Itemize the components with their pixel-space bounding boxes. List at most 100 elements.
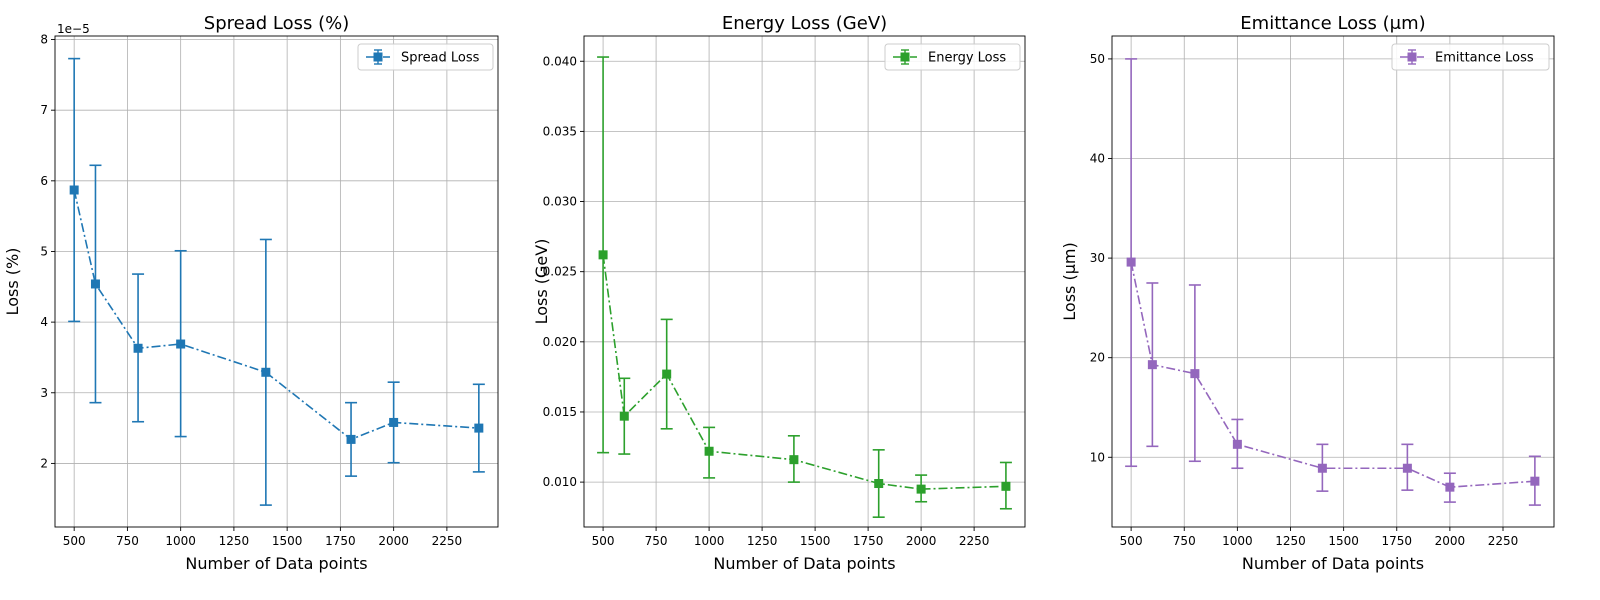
axes-frame xyxy=(583,35,1026,528)
legend: Emittance Loss xyxy=(1391,43,1550,71)
x-tick-label: 500 xyxy=(63,534,86,548)
axes-frame xyxy=(1111,35,1555,528)
chart-title: Emittance Loss (μm) xyxy=(1240,13,1425,34)
series-line xyxy=(73,189,479,441)
y-tick-label: 0.025 xyxy=(543,265,577,279)
axes-frame xyxy=(54,35,499,528)
x-tick-label: 1250 xyxy=(219,534,250,548)
legend-box xyxy=(357,43,494,71)
x-tick-label: 2250 xyxy=(959,534,990,548)
legend-label: Spread Loss xyxy=(401,51,480,66)
data-point xyxy=(1232,439,1242,449)
x-tick-label: 2000 xyxy=(906,534,937,548)
data-point xyxy=(662,369,672,379)
y-tick-label: 2 xyxy=(40,456,48,470)
chart-1: 500 750 1000 1250 1500 1750 2000 2250 2 3 4 5 6 7 8 1e−… xyxy=(3,13,499,573)
chart-title: Energy Loss (GeV) xyxy=(722,13,887,34)
y-axis-label: Loss (μm) xyxy=(1060,242,1079,320)
data-point xyxy=(1530,476,1540,486)
y-tick-label: 10 xyxy=(1090,450,1105,464)
legend-label: Energy Loss xyxy=(928,51,1006,66)
x-axis-label: Number of Data points xyxy=(185,554,367,573)
y-tick-label: 4 xyxy=(40,315,48,329)
y-tick-label: 3 xyxy=(40,386,48,400)
y-tick-label: 20 xyxy=(1090,351,1105,365)
chart-title: Spread Loss (%) xyxy=(204,13,349,34)
chart-3: 500 750 1000 1250 1500 1750 2000 2250 10 20 30 40 50… xyxy=(1060,13,1555,573)
x-tick-label: 1250 xyxy=(1275,534,1306,548)
y-tick-label: 0.040 xyxy=(543,54,577,68)
x-tick-label: 1750 xyxy=(325,534,356,548)
y-tick-label: 0.010 xyxy=(543,475,577,489)
legend-marker xyxy=(1407,52,1417,62)
y-tick-label: 6 xyxy=(40,174,48,188)
y-tick-label: 0.030 xyxy=(543,195,577,209)
series-line xyxy=(1130,261,1535,488)
x-tick-label: 750 xyxy=(645,534,668,548)
x-tick-label: 1000 xyxy=(1222,534,1253,548)
x-tick-label: 1500 xyxy=(800,534,831,548)
x-axis-label: Number of Data points xyxy=(1242,554,1424,573)
data-point xyxy=(474,423,484,433)
x-tick-label: 1750 xyxy=(1381,534,1412,548)
data-point xyxy=(176,339,186,349)
data-point xyxy=(133,343,143,353)
y-axis-label: Loss (%) xyxy=(3,248,22,316)
x-tick-label: 2250 xyxy=(1488,534,1519,548)
y-tick-label: 5 xyxy=(40,244,48,258)
y-offset-label: 1e−5 xyxy=(57,22,90,36)
x-tick-label: 750 xyxy=(1173,534,1196,548)
legend: Spread Loss xyxy=(357,43,494,71)
data-point xyxy=(1402,463,1412,473)
data-point xyxy=(346,434,356,444)
y-tick-label: 50 xyxy=(1090,52,1105,66)
chart-2: 500 750 1000 1250 1500 1750 2000 2250 0.010 0.015… xyxy=(532,13,1026,573)
data-point xyxy=(916,484,926,494)
data-point xyxy=(704,446,714,456)
x-tick-label: 500 xyxy=(1120,534,1143,548)
x-tick-label: 1000 xyxy=(165,534,196,548)
plot-area xyxy=(55,36,498,527)
data-point xyxy=(1317,463,1327,473)
data-point xyxy=(90,279,100,289)
data-point xyxy=(1445,482,1455,492)
data-point xyxy=(1126,257,1136,267)
x-tick-label: 500 xyxy=(592,534,615,548)
data-point xyxy=(789,455,799,465)
data-point xyxy=(69,185,79,195)
data-point xyxy=(619,411,629,421)
x-axis-label: Number of Data points xyxy=(713,554,895,573)
data-point xyxy=(389,417,399,427)
x-tick-label: 2250 xyxy=(432,534,463,548)
x-tick-label: 750 xyxy=(116,534,139,548)
y-tick-label: 0.015 xyxy=(543,405,577,419)
data-point xyxy=(598,250,608,260)
y-tick-label: 7 xyxy=(40,103,48,117)
x-tick-label: 2000 xyxy=(378,534,409,548)
x-tick-label: 1250 xyxy=(747,534,778,548)
legend-marker xyxy=(373,52,383,62)
legend-box xyxy=(1391,43,1550,71)
x-tick-label: 1500 xyxy=(272,534,303,548)
plot-area xyxy=(584,36,1025,527)
data-point xyxy=(1001,481,1011,491)
x-tick-label: 2000 xyxy=(1435,534,1466,548)
data-point xyxy=(1190,369,1200,379)
x-tick-label: 1500 xyxy=(1328,534,1359,548)
plot-area xyxy=(1112,36,1554,527)
y-tick-label: 8 xyxy=(40,33,48,47)
y-axis-label: Loss (GeV) xyxy=(532,239,551,325)
x-tick-label: 1000 xyxy=(694,534,725,548)
data-point xyxy=(874,479,884,489)
series-line xyxy=(602,254,1006,490)
x-tick-label: 1750 xyxy=(853,534,884,548)
y-tick-label: 40 xyxy=(1090,152,1105,166)
legend-box xyxy=(884,43,1021,71)
legend-marker xyxy=(900,52,910,62)
y-tick-label: 0.020 xyxy=(543,335,577,349)
data-point xyxy=(261,367,271,377)
legend: Energy Loss xyxy=(884,43,1021,71)
data-point xyxy=(1147,360,1157,370)
y-tick-label: 0.035 xyxy=(543,124,577,138)
